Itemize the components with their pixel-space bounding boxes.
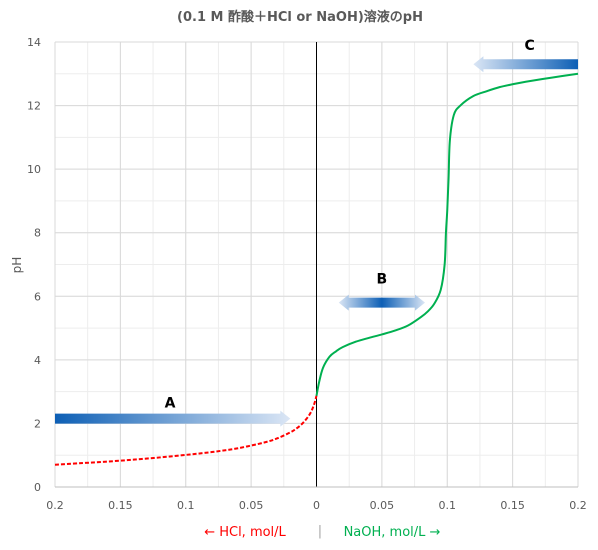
x-tick-label: 0.1 [439,499,457,512]
series-line-1 [315,72,579,396]
series-group [54,72,579,466]
y-tick-label: 14 [27,36,41,49]
x-tick-label: 0.2 [46,499,64,512]
annotation-label-b: B [377,272,388,288]
x-tick-label: 0.05 [370,499,395,512]
annotations: A B C [55,38,578,427]
x-axis-label-hcl: ← HCl, mol/L [204,525,286,540]
annotation-arrow-a [55,410,291,427]
y-axis-label: pH [10,257,24,274]
x-axis-label-separator: | [318,524,322,539]
x-tick-label: 0.1 [177,499,195,512]
x-tick-label: 0.05 [239,499,264,512]
y-tick-label: 4 [34,354,41,367]
y-tick-label: 0 [34,481,41,494]
annotation-label-a: A [165,396,176,412]
y-tick-label: 12 [27,100,41,113]
series-line-0 [54,395,318,466]
y-tick-label: 8 [34,227,41,240]
chart-title: (0.1 M 酢酸＋HCl or NaOH)溶液のpH [177,9,423,25]
x-tick-label: 0.15 [108,499,133,512]
y-tick-label: 10 [27,163,41,176]
x-axis-label-naoh: NaOH, mol/L → [344,525,441,540]
y-tick-label: 2 [34,417,41,430]
x-tick-label: 0 [313,499,320,512]
annotation-arrow-b [338,294,426,311]
annotation-arrow-c [473,56,578,73]
y-tick-label: 6 [34,290,41,303]
annotation-label-c: C [524,38,534,54]
x-tick-label: 0.15 [500,499,525,512]
x-tick-label: 0.2 [569,499,587,512]
axes: 0 2 4 6 8 10 12 14 0.2 0.15 0.1 0.05 0 0.05 0.1 0.15 0.2 [27,36,587,512]
